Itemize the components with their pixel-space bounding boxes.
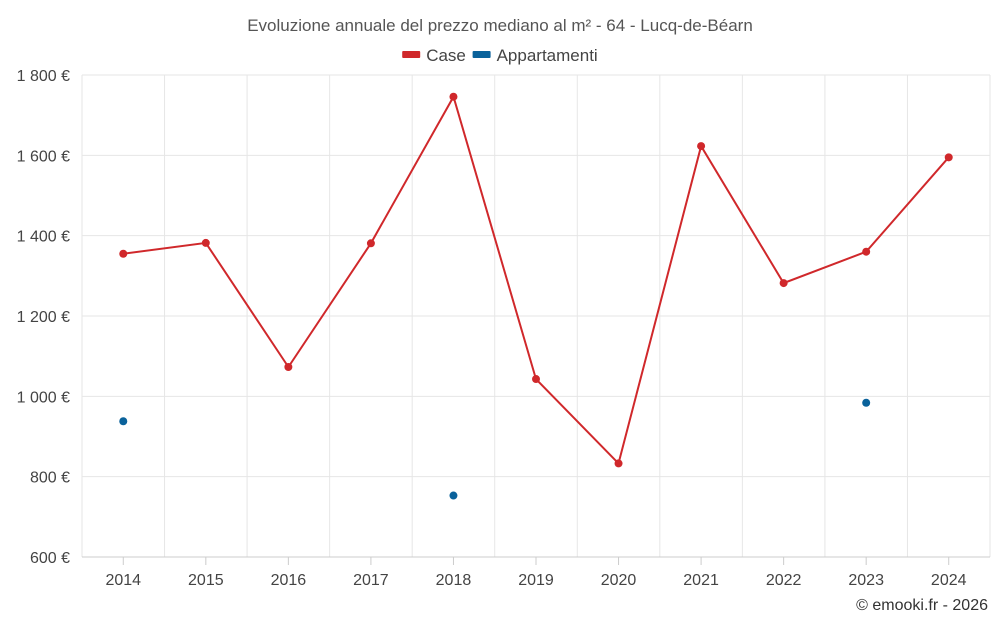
x-tick-label: 2015 xyxy=(188,572,224,589)
legend-item[interactable]: Case xyxy=(402,46,466,65)
y-tick-label: 1 400 € xyxy=(17,229,70,246)
x-tick-label: 2022 xyxy=(766,572,802,589)
legend-swatch xyxy=(402,51,421,58)
data-point[interactable] xyxy=(449,491,458,500)
data-point[interactable] xyxy=(862,247,871,256)
x-tick-label: 2017 xyxy=(353,572,389,589)
x-tick-label: 2018 xyxy=(436,572,472,589)
y-tick-label: 1 000 € xyxy=(17,389,70,406)
data-point[interactable] xyxy=(614,459,623,468)
grid xyxy=(81,74,991,558)
y-tick-label: 1 600 € xyxy=(17,148,70,165)
data-point[interactable] xyxy=(119,249,128,258)
y-tick-label: 1 200 € xyxy=(17,309,70,326)
x-tick-label: 2023 xyxy=(848,572,884,589)
x-tick-label: 2024 xyxy=(931,572,967,589)
x-tick-label: 2019 xyxy=(518,572,554,589)
legend: Case Appartamenti xyxy=(402,46,598,65)
series-layer xyxy=(119,92,953,500)
chart-title: Evoluzione annuale del prezzo mediano al… xyxy=(247,16,753,35)
x-tick-label: 2016 xyxy=(271,572,307,589)
data-point[interactable] xyxy=(449,92,458,101)
legend-label: Case xyxy=(426,46,466,65)
series-case xyxy=(119,92,953,468)
y-tick-label: 800 € xyxy=(30,470,70,487)
data-point[interactable] xyxy=(119,417,128,426)
legend-swatch xyxy=(472,51,491,58)
x-tick-label: 2020 xyxy=(601,572,637,589)
data-point[interactable] xyxy=(697,142,706,151)
data-point[interactable] xyxy=(862,398,871,407)
data-point[interactable] xyxy=(284,363,293,372)
y-tick-label: 600 € xyxy=(30,550,70,567)
data-point[interactable] xyxy=(201,238,210,247)
data-point[interactable] xyxy=(532,375,540,384)
legend-label: Appartamenti xyxy=(497,46,598,65)
x-tick-label: 2014 xyxy=(105,572,141,589)
series-appartamenti xyxy=(119,398,871,500)
credit-text: © emooki.fr - 2026 xyxy=(856,597,988,614)
data-point[interactable] xyxy=(366,239,375,248)
y-tick-label: 1 800 € xyxy=(17,68,70,85)
data-point[interactable] xyxy=(944,153,953,162)
axes: 600 € 800 € 1 000 € 1 200 € 1 400 € 1 600 € 1 … xyxy=(17,68,990,589)
x-tick-label: 2021 xyxy=(683,572,719,589)
data-point[interactable] xyxy=(779,279,788,288)
legend-item[interactable]: Appartamenti xyxy=(472,46,598,65)
